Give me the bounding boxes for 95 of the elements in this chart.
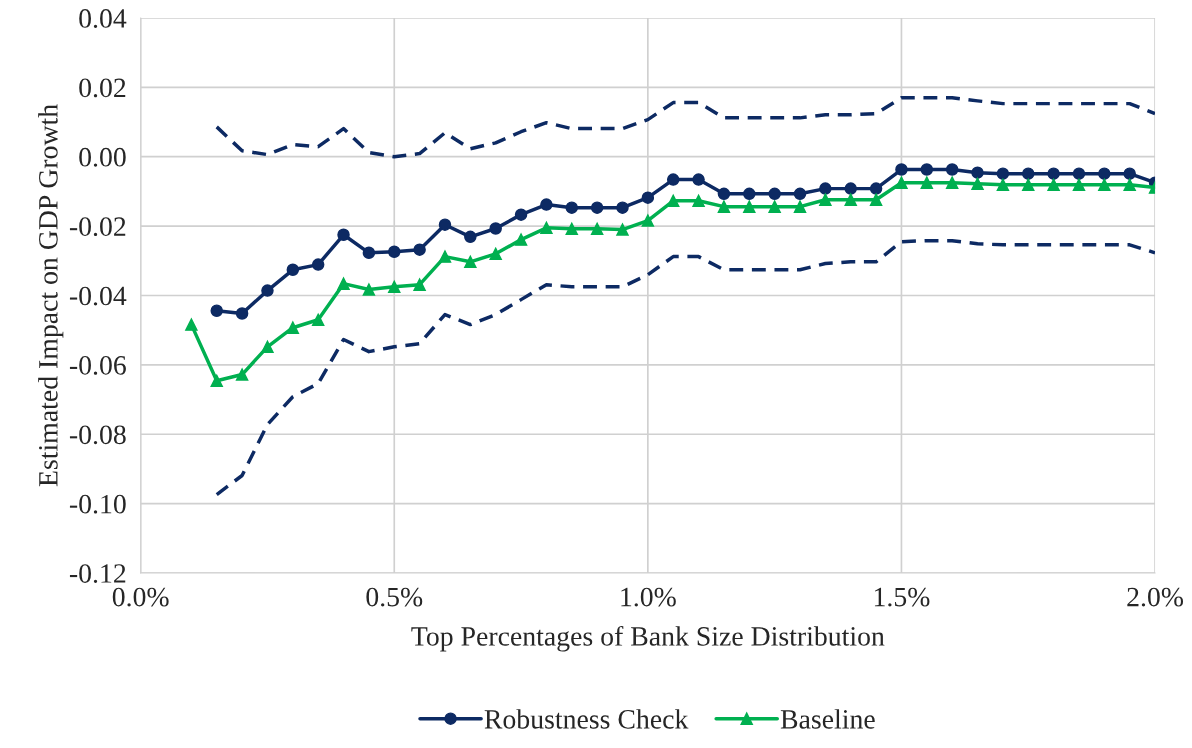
line-series [215, 96, 1156, 159]
point [666, 194, 680, 208]
point [1098, 178, 1111, 192]
point [895, 163, 908, 176]
y-axis-title: Estimated Impact on GDP Growth [38, 104, 64, 487]
point [666, 173, 680, 186]
point [996, 167, 1010, 180]
point [945, 176, 959, 189]
y-tick-label: 0.00 [79, 147, 126, 167]
point [1098, 167, 1111, 180]
point [210, 304, 223, 317]
point [920, 176, 934, 189]
legend-label: Robustness Check [484, 709, 689, 729]
point [185, 318, 198, 331]
point [641, 191, 655, 204]
point [311, 258, 325, 271]
point [235, 307, 249, 320]
point [692, 173, 705, 186]
y-tick-label: -0.04 [69, 286, 127, 306]
y-tick-label: -0.10 [69, 494, 126, 514]
point [1072, 167, 1086, 180]
point [971, 166, 984, 179]
x-tick-label: 1.0% [621, 587, 676, 607]
y-tick-label: -0.12 [69, 564, 126, 583]
point [920, 163, 934, 176]
point [489, 222, 502, 235]
point [438, 218, 452, 231]
point [1123, 167, 1136, 180]
point [641, 214, 655, 227]
point [1021, 178, 1035, 192]
point [413, 243, 426, 256]
point [388, 245, 401, 259]
point [869, 193, 883, 206]
point [210, 374, 223, 388]
point [616, 223, 629, 236]
point [743, 187, 756, 201]
point [844, 182, 857, 195]
point [464, 230, 477, 244]
legend-label: Baseline [780, 709, 875, 729]
point [235, 368, 249, 381]
y-tick-label: -0.08 [69, 425, 126, 445]
y-tick-label: -0.06 [69, 356, 126, 375]
point [1047, 178, 1060, 192]
point [692, 194, 705, 208]
point [337, 277, 350, 290]
point [743, 200, 756, 213]
point [971, 177, 984, 191]
point [945, 163, 959, 176]
point [590, 201, 604, 214]
point [464, 255, 477, 269]
x-tick-label: 1.5% [874, 587, 930, 607]
line-series [215, 238, 1156, 497]
x-tick-label: 0.0% [112, 587, 169, 607]
point [565, 201, 579, 214]
y-tick-label: -0.02 [69, 217, 126, 237]
y-tick-label: 0.04 [79, 9, 127, 28]
point [540, 221, 553, 235]
point [869, 182, 883, 195]
point [311, 313, 325, 326]
x-tick-label: 0.5% [366, 587, 423, 607]
point [489, 247, 502, 261]
point [717, 200, 731, 213]
point [1021, 167, 1035, 180]
point [286, 321, 300, 334]
y-tick-label: 0.02 [79, 78, 126, 98]
x-axis-title: Top Percentages of Bank Size Distribution [411, 625, 885, 652]
point [438, 250, 452, 263]
point [768, 187, 781, 201]
point [565, 222, 579, 236]
point [261, 284, 274, 297]
point [717, 187, 731, 201]
point [514, 233, 528, 246]
point [819, 182, 832, 195]
point [590, 222, 604, 236]
point [616, 201, 629, 214]
point [337, 228, 350, 242]
point [996, 178, 1010, 192]
point [540, 198, 553, 211]
point [261, 340, 274, 354]
point [362, 283, 376, 296]
x-tick-label: 2.0% [1127, 587, 1184, 607]
point [514, 208, 528, 221]
point [362, 246, 376, 260]
point [1123, 178, 1136, 192]
point [819, 193, 832, 206]
point [844, 193, 857, 206]
point [1047, 167, 1060, 180]
point [286, 263, 300, 277]
point [413, 278, 426, 291]
point [768, 200, 781, 213]
point [895, 176, 908, 189]
point [388, 280, 401, 294]
point [793, 200, 807, 213]
point [1072, 178, 1086, 192]
point [793, 187, 807, 201]
